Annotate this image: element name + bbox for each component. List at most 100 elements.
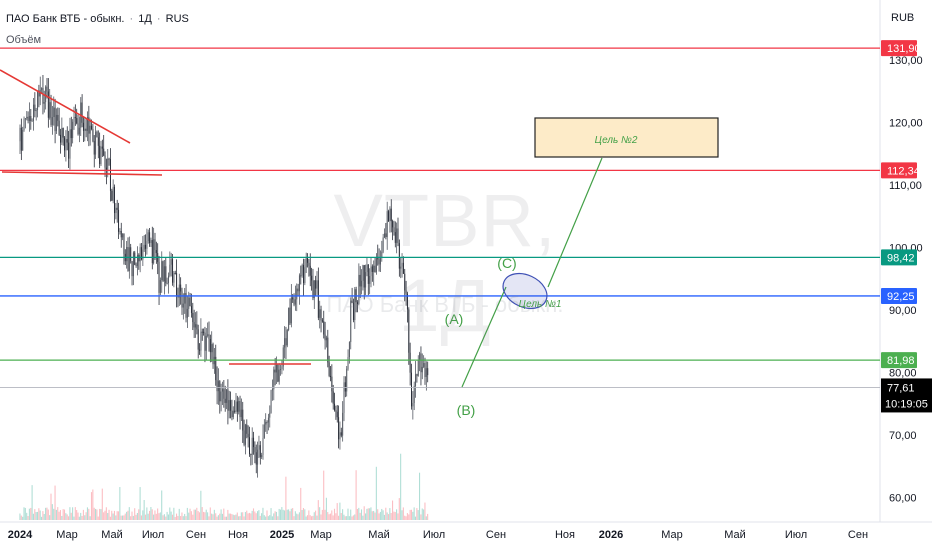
candle-body bbox=[88, 117, 90, 134]
candle-body bbox=[130, 247, 132, 262]
volume-bar bbox=[186, 507, 188, 520]
price-axis[interactable]: 60,0070,0080,0090,00100,00110,00120,0013… bbox=[881, 40, 932, 505]
volume-bar bbox=[20, 515, 22, 520]
candle-body bbox=[209, 338, 211, 353]
volume-bar bbox=[320, 514, 322, 520]
candle-body bbox=[215, 356, 217, 381]
currency-label[interactable]: RUB bbox=[891, 12, 915, 24]
volume-bar bbox=[374, 512, 376, 520]
candle-body bbox=[212, 344, 214, 365]
volume-bar bbox=[255, 513, 257, 520]
volume-bar bbox=[51, 504, 53, 520]
volume-indicator-label[interactable]: Объём bbox=[6, 34, 42, 46]
volume-bar bbox=[109, 516, 111, 520]
candle-body bbox=[405, 290, 407, 294]
target1-ellipse[interactable] bbox=[497, 267, 552, 315]
candle-body bbox=[321, 320, 323, 322]
volume-bar bbox=[306, 515, 309, 520]
time-axis[interactable]: 2024 Мар Май Июл Сен Ноя 2025 Мар Май Июл Сен Ноя 20… bbox=[8, 529, 868, 541]
volume-bar bbox=[373, 510, 375, 520]
volume-bar bbox=[93, 507, 95, 520]
volume-bar bbox=[248, 512, 250, 520]
volume-bar bbox=[301, 510, 303, 520]
candle-body bbox=[100, 146, 102, 165]
drawings[interactable] bbox=[0, 69, 719, 388]
volume-bar bbox=[420, 514, 422, 520]
candle-body bbox=[319, 309, 321, 318]
candle-body bbox=[108, 158, 110, 160]
volume-bar bbox=[363, 506, 365, 520]
volume-bar bbox=[289, 511, 291, 520]
volume-bar bbox=[221, 513, 223, 520]
candle-body bbox=[253, 437, 255, 448]
volume-bar bbox=[293, 516, 295, 520]
candle-body bbox=[207, 334, 209, 336]
target2-box[interactable] bbox=[534, 117, 719, 158]
volume-bar bbox=[151, 509, 153, 520]
candle-body bbox=[296, 288, 298, 300]
volume-bar bbox=[235, 514, 237, 520]
candle-body bbox=[255, 452, 257, 465]
candle-body bbox=[228, 400, 230, 411]
volume-bar bbox=[359, 512, 361, 520]
volume-bar bbox=[400, 453, 402, 520]
projection-line-1[interactable] bbox=[461, 286, 507, 388]
horizontal-levels[interactable] bbox=[0, 47, 880, 388]
candle-body bbox=[350, 300, 352, 343]
candle-body bbox=[300, 275, 302, 277]
volume-bar bbox=[171, 514, 174, 520]
candle-body bbox=[60, 134, 61, 143]
candle-body bbox=[23, 118, 25, 131]
candle-body bbox=[311, 275, 313, 281]
volume-bar bbox=[396, 509, 398, 520]
volume-bar bbox=[261, 513, 263, 520]
timeframe-label[interactable]: 1Д bbox=[138, 13, 152, 25]
volume-bar bbox=[182, 516, 184, 520]
candle-body bbox=[107, 158, 109, 171]
volume-bar bbox=[30, 507, 32, 520]
volume-bar bbox=[288, 509, 290, 520]
volume-bar bbox=[116, 511, 118, 520]
volume-bar bbox=[370, 507, 372, 520]
candle-body bbox=[334, 403, 336, 411]
candle-body bbox=[192, 312, 194, 323]
candle-body bbox=[193, 322, 195, 328]
candle-body bbox=[307, 257, 309, 263]
volume-bar bbox=[362, 515, 364, 520]
candle-body bbox=[169, 264, 171, 276]
symbol-header[interactable]: ПАО Банк ВТБ - обыкн. · 1Д · RUS bbox=[6, 13, 189, 25]
volume-bar bbox=[223, 508, 225, 520]
support-trendline[interactable] bbox=[1, 171, 163, 176]
candle-body bbox=[73, 117, 75, 122]
candle-body bbox=[196, 324, 198, 330]
volume-bar bbox=[97, 516, 99, 520]
volume-bar bbox=[38, 508, 40, 520]
wave-label: (B) bbox=[457, 402, 476, 418]
volume-bar bbox=[213, 509, 215, 520]
volume-bar bbox=[377, 509, 379, 520]
candle-body bbox=[323, 321, 325, 335]
volume-bar bbox=[297, 514, 299, 520]
volume-bar bbox=[131, 511, 133, 520]
candle-body bbox=[103, 148, 105, 156]
projection-line-2[interactable] bbox=[547, 157, 603, 288]
candle-body bbox=[22, 130, 24, 151]
volume-bar bbox=[105, 507, 107, 520]
candle-body bbox=[24, 118, 26, 120]
candle-body bbox=[408, 309, 410, 353]
volume-bar bbox=[316, 515, 318, 520]
volume-bar bbox=[324, 509, 326, 520]
volume-bar bbox=[247, 513, 249, 520]
volume-bars bbox=[19, 453, 429, 520]
volume-bar bbox=[331, 510, 333, 520]
candle-body bbox=[162, 261, 164, 282]
candle-body bbox=[338, 417, 340, 440]
volume-bar bbox=[167, 514, 169, 520]
symbol-title[interactable]: ПАО Банк ВТБ - обыкн. bbox=[6, 13, 125, 25]
volume-bar bbox=[243, 516, 245, 520]
descending-trendline[interactable] bbox=[0, 69, 131, 144]
volume-bar bbox=[315, 510, 317, 520]
x-tick-label: 2025 bbox=[270, 529, 294, 541]
volume-bar bbox=[281, 507, 283, 520]
